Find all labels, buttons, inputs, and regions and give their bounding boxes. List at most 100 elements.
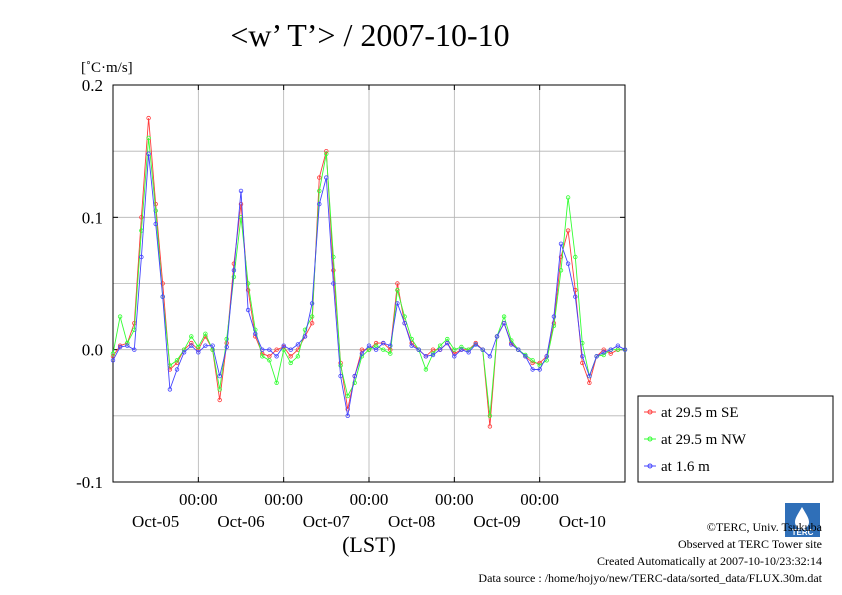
data-point — [324, 151, 329, 156]
data-point — [189, 334, 194, 339]
legend-label: at 29.5 m NW — [661, 432, 747, 448]
data-point — [174, 367, 180, 372]
data-point — [196, 350, 201, 355]
data-point — [245, 307, 251, 313]
data-point — [210, 343, 215, 348]
data-point — [395, 301, 400, 306]
series-line — [112, 153, 626, 416]
data-point — [423, 367, 429, 372]
data-point — [139, 254, 144, 260]
data-point — [117, 344, 123, 350]
data-point — [551, 314, 557, 319]
data-point — [274, 380, 279, 385]
data-point — [537, 360, 542, 366]
data-point — [309, 301, 315, 306]
chart-title: <w’ T’> / 2007-10-10 — [230, 17, 509, 53]
data-point — [388, 343, 393, 348]
y-tick-label: 0.2 — [82, 76, 103, 95]
data-point — [324, 175, 329, 180]
data-point — [565, 228, 571, 233]
data-point — [288, 354, 293, 359]
data-point — [452, 347, 457, 352]
x-tick-time-label: 00:00 — [520, 490, 559, 509]
x-tick-time-label: 00:00 — [350, 490, 389, 509]
x-tick-time-label: 00:00 — [179, 490, 218, 509]
x-tick-date-label: Oct-10 — [559, 512, 606, 531]
data-point — [231, 268, 237, 273]
data-point — [331, 268, 336, 273]
y-tick-label: -0.1 — [76, 473, 103, 492]
data-point — [523, 354, 528, 359]
data-point — [530, 360, 535, 366]
data-point — [366, 347, 372, 352]
data-point — [373, 347, 379, 352]
data-point — [189, 343, 194, 348]
data-point — [281, 343, 286, 348]
data-point — [473, 342, 478, 347]
data-point — [260, 347, 265, 352]
data-point — [317, 201, 322, 207]
x-tick-date-label: Oct-07 — [303, 512, 351, 531]
data-point — [501, 321, 507, 326]
data-point — [615, 343, 621, 348]
data-point — [146, 115, 151, 121]
y-tick-label: 0.0 — [82, 341, 103, 360]
data-point — [395, 281, 400, 286]
data-point — [373, 340, 379, 346]
data-point — [295, 354, 301, 359]
data-point — [402, 321, 407, 326]
legend: at 29.5 m SE at 29.5 m NW at 1.6 m — [637, 395, 834, 483]
data-point — [480, 347, 485, 352]
data-point — [132, 347, 137, 352]
data-point — [615, 347, 621, 352]
data-point — [317, 175, 322, 180]
data-point — [245, 287, 251, 293]
data-point — [601, 347, 606, 352]
data-point — [430, 352, 436, 358]
data-point — [217, 373, 222, 379]
data-point — [366, 343, 372, 348]
data-point — [452, 354, 457, 359]
data-point — [381, 347, 386, 352]
data-point — [402, 314, 407, 319]
data-point — [608, 347, 613, 352]
data-point — [189, 340, 194, 346]
data-point — [494, 334, 500, 339]
footer-copyright: ©TERC, Univ. Tsukuba — [707, 520, 823, 534]
data-point — [409, 343, 414, 348]
data-point — [530, 358, 535, 363]
data-point — [459, 347, 464, 352]
legend-swatch-marker — [647, 409, 653, 415]
series-line — [112, 137, 625, 416]
data-point — [338, 363, 343, 368]
data-point — [487, 354, 493, 359]
x-tick-date-label: Oct-05 — [132, 512, 179, 531]
data-point — [125, 343, 130, 348]
data-point — [203, 331, 208, 336]
data-point — [345, 393, 350, 399]
data-point — [573, 294, 578, 299]
data-point — [445, 340, 450, 346]
footer-created: Created Automatically at 2007-10-10/23:3… — [597, 554, 822, 568]
data-point — [217, 387, 222, 392]
data-point — [203, 343, 208, 348]
grid-lines — [113, 85, 625, 483]
data-point — [238, 188, 244, 194]
data-point — [274, 347, 279, 352]
data-point — [622, 347, 628, 352]
data-point — [544, 354, 549, 359]
data-point — [281, 347, 286, 352]
data-point — [466, 350, 471, 355]
data-point — [174, 358, 180, 363]
data-point — [487, 413, 493, 418]
legend-swatch-marker — [647, 463, 653, 469]
data-point — [395, 287, 400, 293]
data-point — [174, 360, 180, 366]
data-point — [238, 201, 244, 207]
data-point — [153, 208, 158, 213]
data-point — [459, 344, 464, 350]
data-point — [110, 351, 116, 356]
data-point — [580, 360, 585, 366]
